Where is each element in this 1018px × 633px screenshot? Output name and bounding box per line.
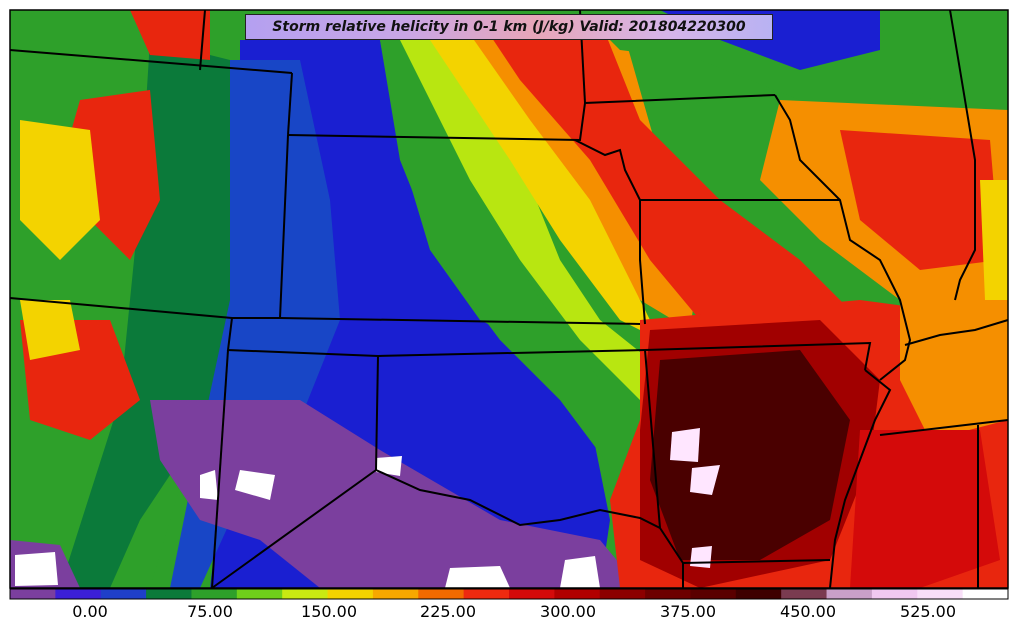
colorbar-tick-labels: 0.00 75.00 150.00 225.00 300.00 375.00 4… xyxy=(0,600,1018,630)
field-red-se2 xyxy=(850,430,1000,588)
colorbar-swatch xyxy=(599,589,646,599)
colorbar-tick: 0.00 xyxy=(72,602,108,621)
map-title: Storm relative helicity in 0-1 km (J/kg)… xyxy=(245,14,773,40)
field-lime-plains xyxy=(400,40,650,400)
boundary-nebraska-sd xyxy=(287,94,776,142)
field-darkgreen-west xyxy=(60,40,240,588)
colorbar-swatch xyxy=(55,589,102,599)
colorbar-tick: 375.00 xyxy=(660,602,716,621)
boundary-missouri-river xyxy=(574,139,646,325)
field-red-east xyxy=(840,130,1000,270)
colorbar-tick: 150.00 xyxy=(301,602,357,621)
boundary-az-nm xyxy=(211,349,229,589)
colorbar-border xyxy=(9,588,1009,600)
colorbar-swatch xyxy=(10,589,56,599)
field-white-ar-blob1 xyxy=(670,428,700,462)
colorbar-swatch xyxy=(191,589,238,599)
boundary-illinois-east xyxy=(949,9,976,301)
field-green-plains xyxy=(380,40,640,480)
field-white-sw-blob xyxy=(15,552,58,586)
field-orange-se xyxy=(900,300,1008,440)
field-white-ar-blob3 xyxy=(690,546,712,568)
field-purple-south xyxy=(150,400,640,588)
colorbar-tick: 525.00 xyxy=(900,602,956,621)
colorbar-swatch xyxy=(690,589,737,599)
field-white-ar-blob2 xyxy=(690,465,720,495)
colorbar-tick: 225.00 xyxy=(420,602,476,621)
field-white-okc xyxy=(376,456,402,476)
field-white-se-blob1 xyxy=(445,566,510,588)
colorbar-swatch xyxy=(781,589,828,599)
colorbar-tick: 300.00 xyxy=(540,602,596,621)
boundary-mississippi xyxy=(829,369,892,589)
boundary-ok-red-river xyxy=(375,469,661,529)
boundary-kansas-north xyxy=(279,317,641,325)
boundary-ohio-river xyxy=(904,319,1009,346)
field-yellow-eastedge xyxy=(980,180,1008,300)
colorbar-swatch xyxy=(962,589,1009,599)
colorbar-swatch xyxy=(554,589,601,599)
colorbar-swatch xyxy=(100,589,147,599)
colorbar-swatch xyxy=(871,589,918,599)
boundary-idaho-border xyxy=(199,9,206,71)
colorbar-swatch xyxy=(463,589,510,599)
colorbar-tick: 450.00 xyxy=(780,602,836,621)
colorbar-swatch xyxy=(735,589,782,599)
colorbar-swatch xyxy=(509,589,555,599)
field-red-ne-top xyxy=(130,10,210,60)
field-yellow-plains xyxy=(430,40,660,340)
boundary-ar-north xyxy=(644,341,872,371)
boundary-ok-east xyxy=(644,349,661,529)
state-boundaries xyxy=(9,9,1009,589)
boundary-iowa-illinois xyxy=(774,94,912,381)
boundary-ky-tn xyxy=(879,419,1009,436)
field-maroon-core xyxy=(650,350,850,560)
boundary-utah-colorado-north xyxy=(9,297,233,319)
colorbar-swatch xyxy=(917,589,964,599)
field-yellow-northwest xyxy=(20,120,100,260)
colorbar-swatch xyxy=(826,589,873,599)
field-yellow-southwest xyxy=(20,300,80,360)
colorbar-swatch xyxy=(327,589,374,599)
field-red-plains xyxy=(480,20,860,340)
boundary-montana-wyoming xyxy=(9,49,293,74)
colorbar-swatch xyxy=(372,589,419,599)
colorbar xyxy=(9,588,1009,600)
boundary-wyoming-east xyxy=(287,72,293,136)
field-white-tx-blob2 xyxy=(235,470,275,500)
boundary-kansas-ok xyxy=(377,349,646,357)
field-white-tx-blob1 xyxy=(200,470,218,500)
colorbar-swatch xyxy=(645,589,691,599)
map-field xyxy=(10,10,1008,588)
colorbar-swatch xyxy=(282,589,329,599)
field-white-se-blob2 xyxy=(560,556,600,588)
colorbar-swatch xyxy=(418,589,465,599)
colorbar-swatch xyxy=(146,589,192,599)
colorbar-tick: 75.00 xyxy=(187,602,233,621)
colorbar-swatch xyxy=(236,589,283,599)
map-border xyxy=(9,9,1009,589)
